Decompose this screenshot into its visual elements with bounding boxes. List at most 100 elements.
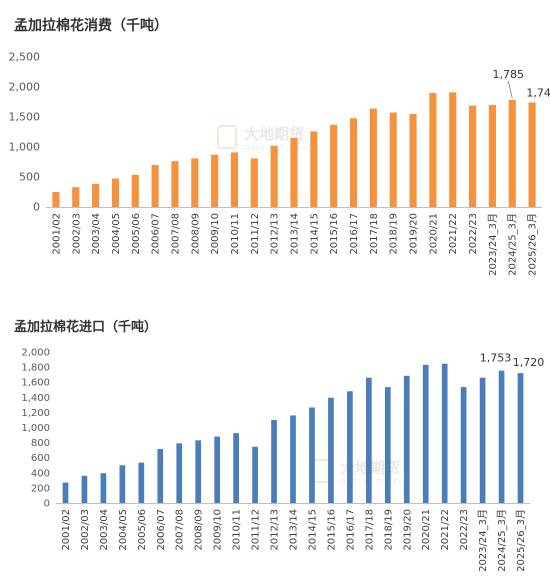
x-tick-label: 2004/05 [111, 213, 122, 255]
watermark-logo-icon [217, 125, 237, 149]
x-tick-label: 2023/24_3月 [487, 213, 499, 276]
data-label: 1,742 [526, 86, 550, 99]
x-tick-label: 2014/15 [307, 509, 318, 551]
x-tick-label: 2017/18 [369, 213, 380, 255]
x-tick-label: 2003/04 [99, 509, 110, 551]
x-tick-label: 2007/08 [175, 509, 186, 551]
x-tick-label: 2019/20 [409, 213, 420, 255]
x-tick-label: 2006/07 [156, 509, 167, 551]
data-label: 1,720 [513, 356, 545, 369]
x-tick-label: 2015/16 [326, 509, 337, 551]
bar [349, 118, 358, 207]
x-tick-label: 2021/22 [440, 509, 451, 551]
bar [157, 449, 164, 503]
y-tick-label: 0 [33, 201, 40, 214]
data-label: 1,753 [480, 352, 512, 365]
x-tick-label: 2018/19 [383, 509, 394, 551]
bar [309, 407, 315, 503]
bar [214, 436, 221, 503]
y-tick-label: 500 [19, 171, 40, 184]
y-tick-label: 400 [31, 468, 50, 479]
bar [151, 165, 159, 207]
bar [441, 363, 448, 503]
y-tick-label: 1,800 [21, 363, 50, 374]
x-tick-label: 2016/17 [345, 509, 356, 551]
bar [479, 377, 486, 503]
y-tick-label: 2,500 [9, 51, 41, 64]
bar [528, 102, 536, 207]
bar [62, 482, 69, 503]
x-tick-label: 2005/06 [137, 509, 148, 551]
bar [330, 124, 338, 207]
bar [195, 440, 202, 503]
x-tick-label: 2016/17 [349, 213, 360, 255]
x-tick-label: 2018/19 [389, 213, 400, 255]
x-tick-label: 2020/21 [421, 509, 432, 551]
x-tick-label: 2022/23 [468, 213, 479, 255]
bar [252, 446, 258, 503]
bar [517, 373, 524, 503]
bar [111, 178, 120, 207]
x-tick-label: 2007/08 [170, 213, 181, 255]
bar [310, 131, 318, 207]
x-tick-label: 2008/09 [194, 509, 205, 551]
bar [191, 158, 199, 207]
x-tick-label: 2013/14 [289, 509, 300, 551]
bar [72, 187, 80, 207]
y-tick-label: 2,000 [9, 81, 41, 94]
bar [211, 154, 219, 207]
bar [488, 105, 496, 207]
bar [230, 152, 239, 207]
import-chart-title: 孟加拉棉花进口（千吨） [14, 320, 158, 335]
x-tick-label: 2025/26_3月 [515, 509, 527, 572]
watermark-name: 大地期货 [244, 125, 304, 143]
y-tick-label: 1,000 [21, 423, 50, 434]
x-tick-label: 2014/15 [309, 213, 320, 255]
y-tick-label: 1,000 [9, 141, 41, 154]
x-tick-label: 2003/04 [91, 213, 102, 255]
bar [328, 397, 334, 503]
x-tick-label: 2013/14 [290, 213, 301, 255]
bar [119, 465, 126, 503]
y-tick-label: 0 [44, 499, 50, 510]
bar [347, 391, 353, 503]
y-tick-label: 1,500 [9, 111, 41, 124]
x-tick-label: 2002/03 [80, 509, 91, 551]
bar [384, 387, 391, 503]
x-tick-label: 2022/23 [459, 509, 470, 551]
x-tick-label: 2025/26_3月 [527, 213, 539, 276]
x-tick-label: 2012/13 [270, 213, 281, 255]
bar [171, 161, 179, 207]
x-tick-label: 2005/06 [131, 213, 142, 255]
x-tick-label: 2012/13 [270, 509, 281, 551]
y-tick-label: 200 [31, 483, 50, 494]
x-tick-label: 2001/02 [51, 213, 62, 255]
x-tick-label: 2020/21 [428, 213, 439, 255]
bar [176, 443, 183, 503]
bar [498, 370, 505, 503]
bar [409, 114, 417, 207]
x-tick-label: 2010/11 [230, 213, 241, 255]
data-label: 1,785 [492, 68, 524, 81]
x-tick-label: 2004/05 [118, 509, 129, 551]
x-tick-label: 2017/18 [364, 509, 375, 551]
x-tick-label: 2011/12 [251, 509, 262, 551]
bar [403, 375, 410, 503]
bar [131, 174, 139, 207]
bar [468, 105, 477, 207]
bar [138, 462, 145, 503]
y-tick-label: 1,400 [21, 393, 50, 404]
bar [508, 99, 516, 207]
bar [422, 364, 429, 503]
consumption-chart-panel: 孟加拉棉花消费（千吨） 大地期货 DADI FUTURES 0 500 1,000 1,5… [9, 18, 550, 276]
data-label-leader-line [507, 80, 513, 98]
bar [92, 183, 100, 207]
y-tick-label: 2,000 [21, 348, 50, 359]
y-tick-label: 1,200 [21, 408, 50, 419]
bar [271, 419, 277, 503]
x-tick-label: 2015/16 [329, 213, 340, 255]
bar [270, 145, 278, 207]
